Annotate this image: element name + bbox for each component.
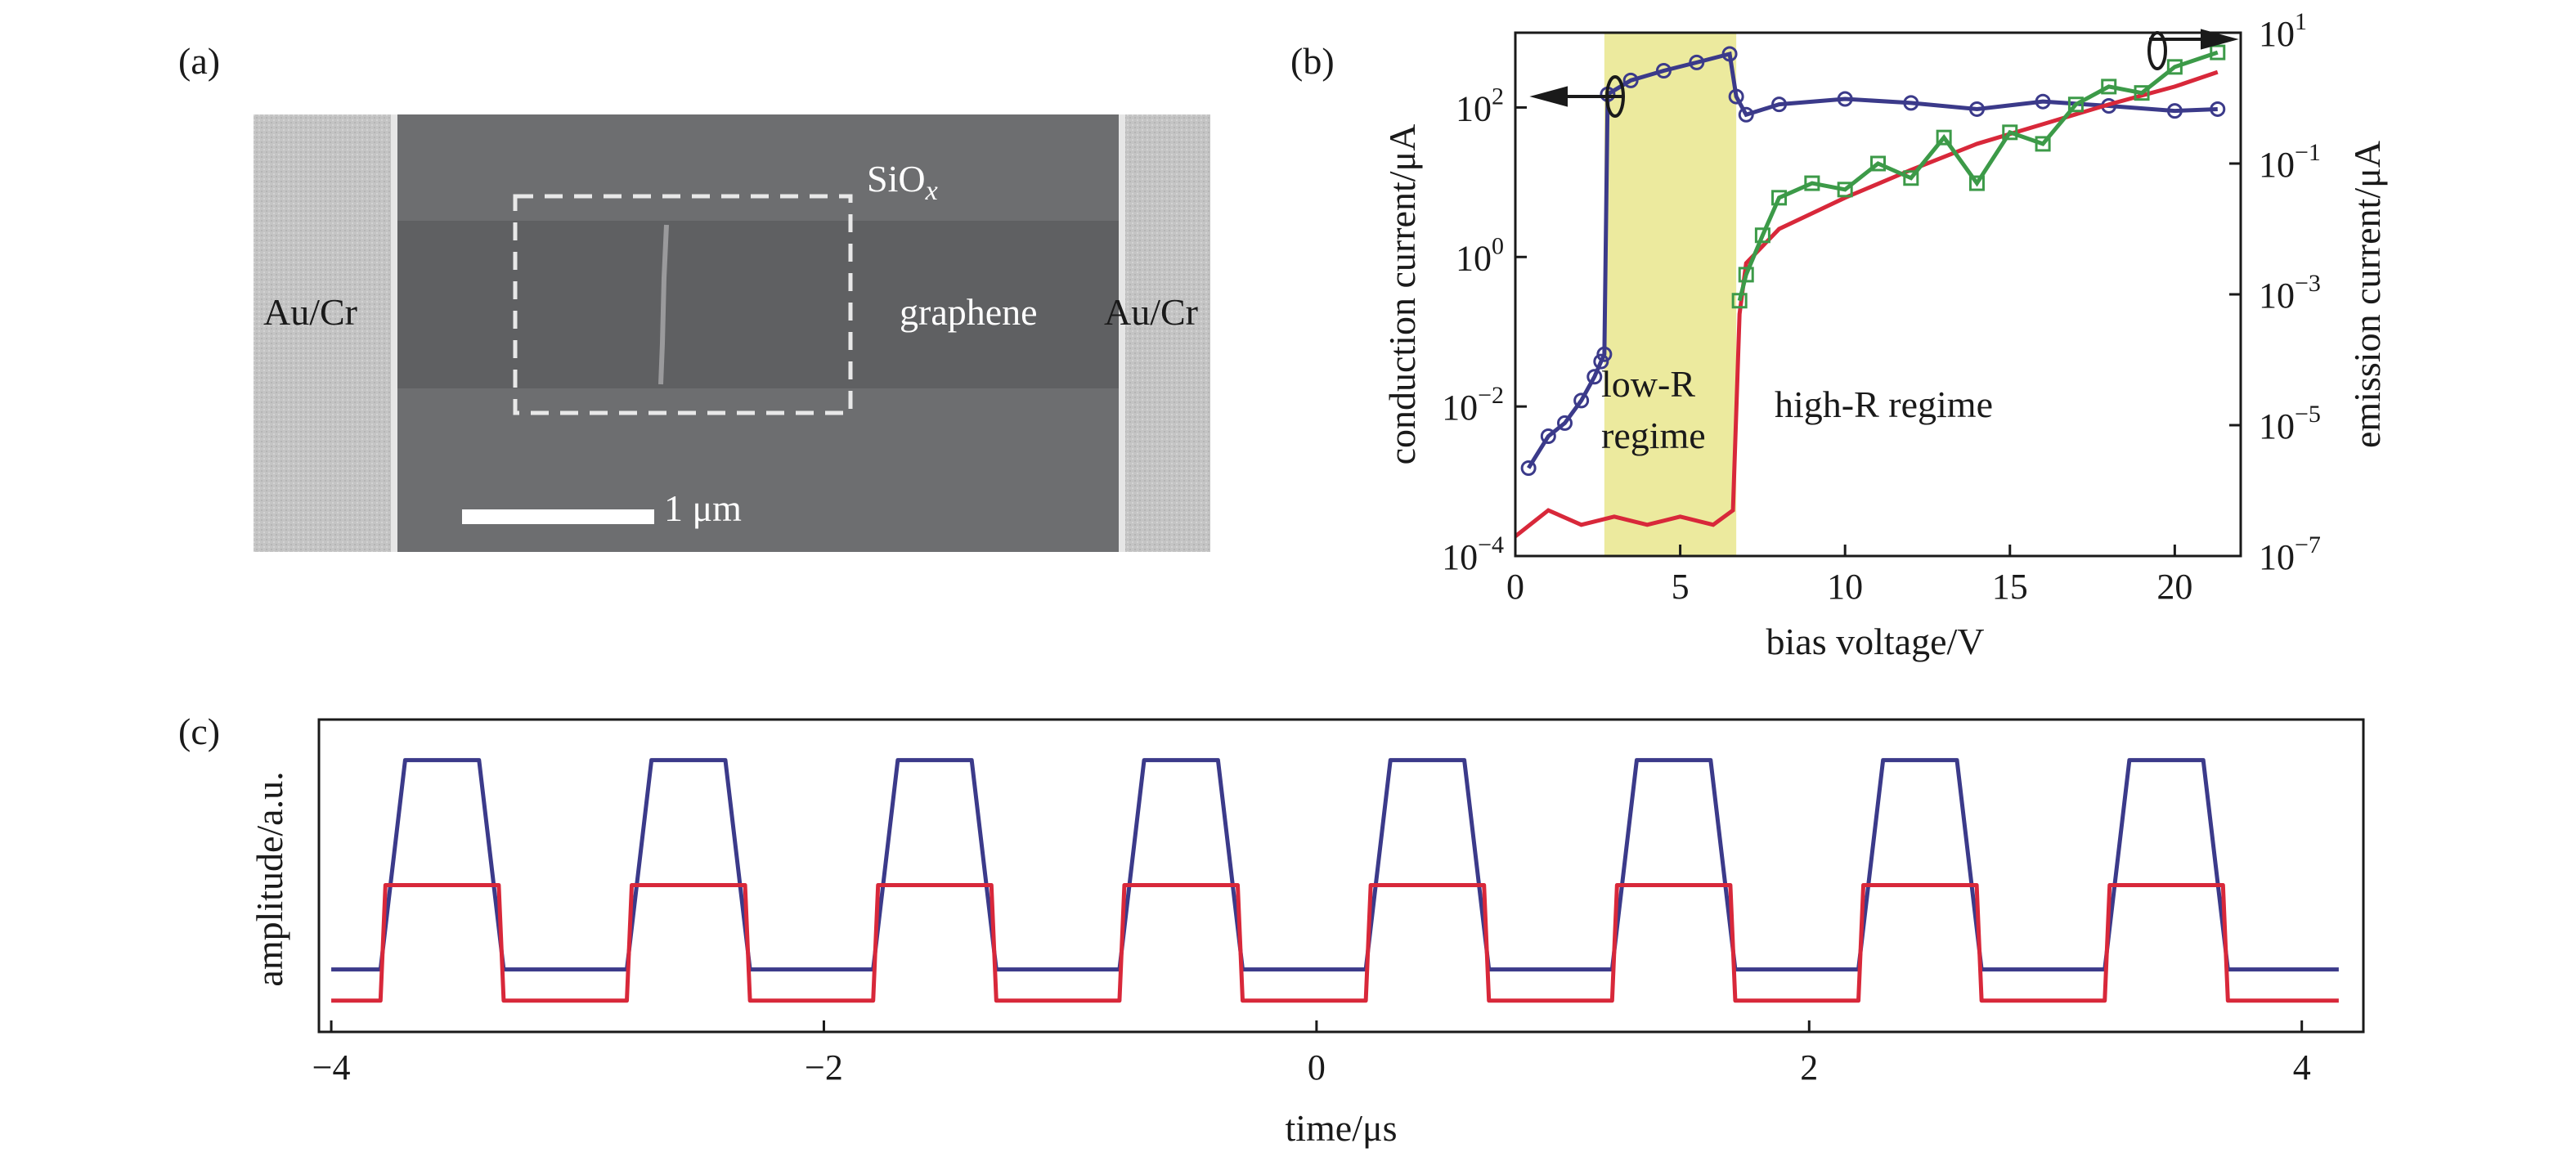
chart-b-point-blue-14 <box>1771 96 1788 113</box>
chart-c-ticks: −4 −2 0 2 4 <box>312 1020 2311 1087</box>
chart-b-xtick-label-2: 10 <box>1827 567 1863 607</box>
chart-b-point-green-13 <box>2101 78 2117 95</box>
chart-b-point-blue-6 <box>1596 346 1613 362</box>
chart-c-series-blue <box>331 758 2339 972</box>
panel-c-label: (c) <box>178 711 221 752</box>
sem-image <box>254 114 1210 552</box>
chart-b-point-blue-16 <box>1903 95 1919 111</box>
chart-b-point-blue-4 <box>1586 369 1603 385</box>
chart-b-point-green-5 <box>1837 182 1853 198</box>
chart-c-ylabel: amplitude/a.u. <box>249 771 290 986</box>
chart-b-series-green <box>1737 50 2219 302</box>
electrode-left <box>254 114 391 552</box>
chart-b-point-blue-15 <box>1837 91 1853 107</box>
chart-b-point-green-6 <box>1870 155 1886 172</box>
chart-b-point-blue-13 <box>1738 106 1754 123</box>
chart-c-series-red <box>331 882 2339 1003</box>
chart-c-xtick-label-4: 4 <box>2293 1047 2311 1087</box>
scalebar <box>462 509 654 524</box>
chart-c-xtick-label-1: −2 <box>805 1047 843 1087</box>
graphene-label: graphene <box>900 291 1038 333</box>
chart-b-plot-lines <box>1514 44 2226 538</box>
chart-b-point-green-0 <box>1731 293 1748 309</box>
chart-b-point-blue-11 <box>1721 46 1738 62</box>
chart-b-point-green-3 <box>1771 190 1788 206</box>
sem-micrograph: Au/Cr Au/Cr SiOx graphene 1 μm <box>254 114 1210 552</box>
chart-b-point-green-8 <box>1936 129 1952 146</box>
chart-b-point-blue-10 <box>1689 54 1705 70</box>
chart-b-point-green-9 <box>1968 175 1985 191</box>
chart-b-ytick-label-3: 102 <box>1456 83 1504 128</box>
chart-b-xtick-label-3: 15 <box>1992 567 2028 607</box>
chart-c-xlabel: time/μs <box>1285 1107 1397 1149</box>
oxide-label: SiOx <box>867 158 938 207</box>
chart-b-point-blue-0 <box>1520 460 1537 476</box>
chart-b-series-blue <box>1527 51 2218 469</box>
chart-b-point-blue-1 <box>1540 428 1556 445</box>
chart-b-annotation-low-2: regime <box>1601 415 1706 456</box>
electrode-right <box>1124 114 1210 552</box>
chart-b-point-blue-2 <box>1556 415 1573 431</box>
chart-b-point-blue-17 <box>1968 101 1985 117</box>
chart-b-arrow-right <box>2147 29 2239 70</box>
chart-b-point-green-14 <box>2134 85 2150 101</box>
chart-b-point-blue-12 <box>1728 88 1744 105</box>
panel-a-label: (a) <box>178 40 221 82</box>
chart-b-xtick-label-0: 0 <box>1506 567 1524 607</box>
panel-b-label: (b) <box>1290 40 1335 82</box>
chart-b-y2tick-label-1: 10−5 <box>2259 401 2321 446</box>
chart-b-annotation-low-1: low-R <box>1601 363 1695 405</box>
chart-c-frame <box>317 718 2365 1034</box>
chart-b-ytick-label-1: 10−2 <box>1442 382 1504 428</box>
chart-b-point-blue-18 <box>2035 93 2051 110</box>
chart-b-point-blue-20 <box>2166 103 2183 119</box>
chart-c-plot-lines <box>331 758 2339 1003</box>
chart-b-annotation-high: high-R regime <box>1775 383 1993 425</box>
chart-b-point-blue-3 <box>1573 392 1590 409</box>
chart-b-point-green-11 <box>2035 136 2051 152</box>
chart-b-point-blue-21 <box>2210 101 2226 117</box>
graphene-strip <box>393 221 1210 388</box>
chart-b-point-green-12 <box>2067 96 2084 113</box>
chart-b-xtick-label-1: 5 <box>1672 567 1690 607</box>
chart-b-xtick-label-4: 20 <box>2156 567 2192 607</box>
scalebar-label: 1 μm <box>664 487 742 529</box>
chart-b-ytick-label-2: 100 <box>1456 232 1504 278</box>
electrode-right-label: Au/Cr <box>1104 291 1198 333</box>
chart-b-point-green-7 <box>1903 170 1919 186</box>
chart-b-shaded-region <box>1604 33 1737 556</box>
chart-b-arrow-left <box>1529 75 1625 118</box>
chart-b-y2tick-label-3: 10−1 <box>2259 139 2321 185</box>
chart-b-y2label: emission current/μA <box>2346 141 2388 448</box>
chart-b-point-green-1 <box>1738 267 1754 283</box>
chart-b-ylabel: conduction current/μA <box>1381 124 1423 465</box>
chart-c-xtick-label-2: 0 <box>1308 1047 1326 1087</box>
chart-b-point-green-4 <box>1804 175 1820 191</box>
chart-b-y2tick-label-0: 10−7 <box>2259 531 2321 577</box>
chart-c-xtick-label-3: 2 <box>1800 1047 1818 1087</box>
chart-b-point-blue-8 <box>1622 72 1639 88</box>
chart-b-y2tick-label-4: 101 <box>2259 8 2307 54</box>
chart-b-ytick-label-0: 10−4 <box>1442 531 1504 577</box>
electrode-left-label: Au/Cr <box>263 291 357 333</box>
chart-b-point-blue-5 <box>1593 353 1609 370</box>
chart-c-xtick-label-0: −4 <box>312 1047 351 1087</box>
chart-b-xlabel: bias voltage/V <box>1766 621 1985 662</box>
chart-b-point-blue-9 <box>1655 63 1672 79</box>
chart-b-ticks: 0 5 10 15 20 10−4 10−2 100 102 10−7 10−5 10−3 10−1 10… <box>1442 8 2321 607</box>
chart-b-point-green-2 <box>1754 227 1770 244</box>
chart-b-y2tick-label-2: 10−3 <box>2259 270 2321 316</box>
chart-b-point-green-16 <box>2210 44 2226 61</box>
chart-b-point-green-10 <box>2002 124 2018 141</box>
chart-b-point-green-15 <box>2166 59 2183 75</box>
dashed-region-box <box>513 194 853 415</box>
